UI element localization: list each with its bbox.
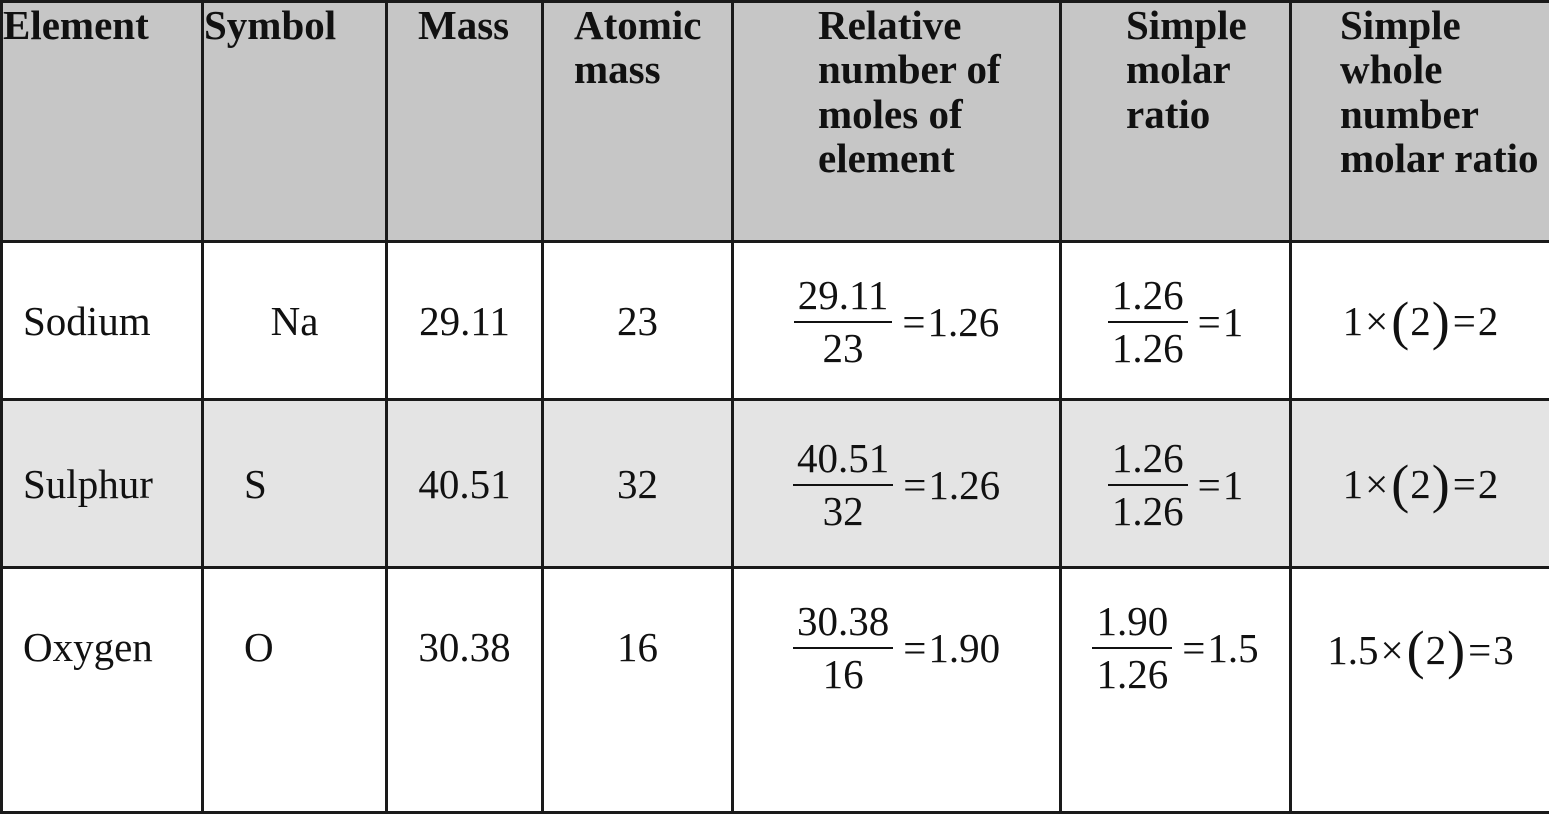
ratio-expression: 1.26 1.26 = 1 <box>1108 437 1243 533</box>
times-sign: × <box>1365 460 1388 508</box>
whole-ratio-cell: 1 × ( 2 ) = 2 <box>1291 242 1549 400</box>
header-atomic-mass: Atomic mass <box>543 2 733 242</box>
header-mass: Mass <box>387 2 543 242</box>
equals-sign: = <box>1182 624 1205 672</box>
mass-cell: 40.51 <box>387 400 543 568</box>
whole-multiplier: 2 <box>1410 297 1431 345</box>
header-symbol: Symbol <box>203 2 387 242</box>
moles-fraction: 29.11 23 <box>794 274 893 370</box>
equals-sign: = <box>903 461 926 509</box>
fraction-numerator: 1.90 <box>1092 600 1172 649</box>
header-relative-moles: Relative number of moles of element <box>733 2 1061 242</box>
whole-result: 3 <box>1493 626 1514 674</box>
moles-expression: 40.51 32 = 1.26 <box>793 437 1000 533</box>
fraction-denominator: 1.26 <box>1096 649 1168 696</box>
fraction-numerator: 1.26 <box>1108 437 1188 486</box>
element-cell: Sodium <box>2 242 203 400</box>
fraction-denominator: 23 <box>823 323 864 370</box>
whole-ratio-expression: 1 × ( 2 ) = 2 <box>1343 294 1499 348</box>
equals-sign: = <box>1198 461 1221 509</box>
ratio-result: 1 <box>1223 298 1244 346</box>
header-simple-ratio: Simple molar ratio <box>1061 2 1291 242</box>
whole-factor: 1 <box>1343 460 1364 508</box>
moles-expression: 29.11 23 = 1.26 <box>794 274 1000 370</box>
ratio-fraction: 1.26 1.26 <box>1108 274 1188 370</box>
symbol-cell: S <box>203 400 387 568</box>
whole-ratio-cell: 1 × ( 2 ) = 2 <box>1291 400 1549 568</box>
ratio-cell: 1.26 1.26 = 1 <box>1061 400 1291 568</box>
whole-factor: 1 <box>1343 297 1364 345</box>
equals-sign: = <box>1453 460 1476 508</box>
ratio-cell: 1.26 1.26 = 1 <box>1061 242 1291 400</box>
equals-sign: = <box>1198 298 1221 346</box>
symbol-cell: Na <box>203 242 387 400</box>
whole-factor: 1.5 <box>1327 626 1378 674</box>
fraction-numerator: 29.11 <box>794 274 893 323</box>
moles-cell: 29.11 23 = 1.26 <box>733 242 1061 400</box>
moles-cell: 30.38 16 = 1.90 <box>733 568 1061 813</box>
fraction-denominator: 1.26 <box>1112 323 1184 370</box>
whole-ratio-cell: 1.5 × ( 2 ) = 3 <box>1291 568 1549 813</box>
element-cell: Sulphur <box>2 400 203 568</box>
times-sign: × <box>1365 297 1388 345</box>
header-whole-ratio: Simple whole number molar ratio <box>1291 2 1549 242</box>
ratio-result: 1.5 <box>1207 624 1258 672</box>
equals-sign: = <box>1453 297 1476 345</box>
atomic-mass-cell: 32 <box>543 400 733 568</box>
ratio-result: 1 <box>1223 461 1244 509</box>
table-row: Oxygen O 30.38 16 30.38 16 = 1.90 1.90 <box>2 568 1549 813</box>
right-paren: ) <box>1432 457 1450 511</box>
moles-result: 1.90 <box>928 624 1000 672</box>
whole-ratio-expression: 1.5 × ( 2 ) = 3 <box>1327 623 1513 677</box>
table-row: Sulphur S 40.51 32 40.51 32 = 1.26 1.26 <box>2 400 1549 568</box>
moles-expression: 30.38 16 = 1.90 <box>793 600 1000 696</box>
equals-sign: = <box>1468 626 1491 674</box>
atomic-mass-cell: 16 <box>543 568 733 813</box>
equals-sign: = <box>903 624 926 672</box>
equals-sign: = <box>902 298 925 346</box>
left-paren: ( <box>1407 623 1425 677</box>
atomic-mass-cell: 23 <box>543 242 733 400</box>
fraction-numerator: 40.51 <box>793 437 893 486</box>
fraction-numerator: 30.38 <box>793 600 893 649</box>
symbol-cell: O <box>203 568 387 813</box>
fraction-denominator: 32 <box>823 486 864 533</box>
right-paren: ) <box>1432 294 1450 348</box>
fraction-numerator: 1.26 <box>1108 274 1188 323</box>
ratio-fraction: 1.26 1.26 <box>1108 437 1188 533</box>
moles-result: 1.26 <box>928 298 1000 346</box>
moles-cell: 40.51 32 = 1.26 <box>733 400 1061 568</box>
moles-fraction: 40.51 32 <box>793 437 893 533</box>
mass-cell: 30.38 <box>387 568 543 813</box>
times-sign: × <box>1381 626 1404 674</box>
left-paren: ( <box>1391 294 1409 348</box>
whole-ratio-expression: 1 × ( 2 ) = 2 <box>1343 457 1499 511</box>
element-cell: Oxygen <box>2 568 203 813</box>
fraction-denominator: 1.26 <box>1112 486 1184 533</box>
moles-result: 1.26 <box>928 461 1000 509</box>
whole-result: 2 <box>1478 297 1499 345</box>
whole-result: 2 <box>1478 460 1499 508</box>
mass-cell: 29.11 <box>387 242 543 400</box>
table-row: Sodium Na 29.11 23 29.11 23 = 1.26 1.26 <box>2 242 1549 400</box>
right-paren: ) <box>1447 623 1465 677</box>
header-element: Element <box>2 2 203 242</box>
ratio-expression: 1.26 1.26 = 1 <box>1108 274 1243 370</box>
ratio-fraction: 1.90 1.26 <box>1092 600 1172 696</box>
fraction-denominator: 16 <box>823 649 864 696</box>
ratio-expression: 1.90 1.26 = 1.5 <box>1092 600 1258 696</box>
moles-fraction: 30.38 16 <box>793 600 893 696</box>
whole-multiplier: 2 <box>1426 626 1447 674</box>
whole-multiplier: 2 <box>1410 460 1431 508</box>
header-row: Element Symbol Mass Atomic mass Relative… <box>2 2 1549 242</box>
left-paren: ( <box>1391 457 1409 511</box>
ratio-cell: 1.90 1.26 = 1.5 <box>1061 568 1291 813</box>
